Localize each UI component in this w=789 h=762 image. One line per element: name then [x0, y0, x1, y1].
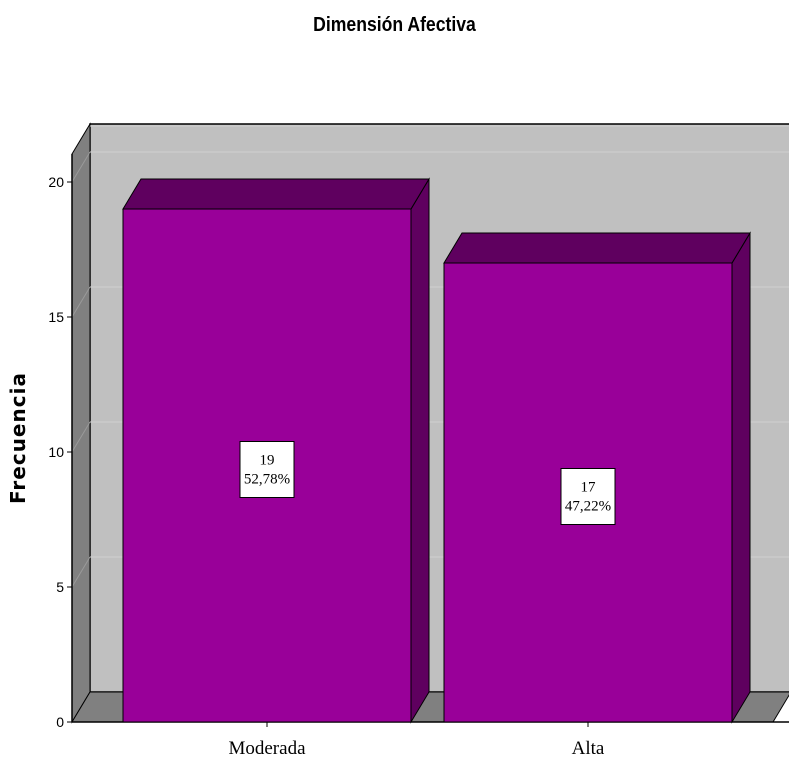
data-label-box [240, 442, 294, 498]
data-label-count: 19 [260, 453, 275, 469]
data-label-count: 17 [581, 480, 597, 496]
bar-side [732, 233, 750, 722]
y-tick-label: 20 [48, 174, 64, 190]
x-tick-label: Alta [572, 738, 605, 759]
side-wall [72, 124, 90, 722]
y-tick-label: 15 [48, 309, 64, 325]
data-label-percent: 47,22% [565, 499, 611, 515]
data-label-percent: 52,78% [244, 472, 290, 488]
bar-side [411, 179, 429, 722]
data-label-box [561, 469, 615, 525]
x-tick-label: Moderada [228, 738, 306, 759]
y-tick-label: 10 [48, 444, 64, 460]
bar-top [444, 233, 750, 263]
y-tick-label: 0 [56, 714, 64, 730]
y-tick-label: 5 [56, 579, 64, 595]
bar-top [123, 179, 429, 209]
